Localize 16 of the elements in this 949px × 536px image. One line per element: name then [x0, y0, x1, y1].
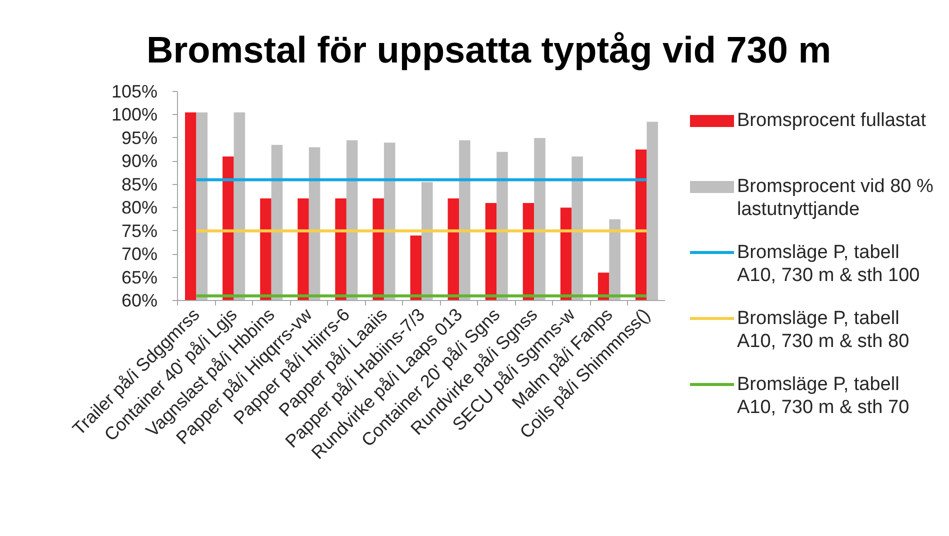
legend-label: Bromsläge P, tabell A10, 730 m & sth 100	[737, 241, 920, 287]
y-tick-label: 70%	[121, 244, 158, 264]
y-tick-label: 85%	[121, 174, 158, 194]
chart-title: Bromstal för uppsatta typtåg vid 730 m	[146, 30, 832, 70]
legend-label: Bromsläge P, tabell A10, 730 m & sth 70	[737, 373, 910, 419]
y-tick-label: 65%	[121, 267, 158, 288]
y-tick-label: 75%	[121, 220, 158, 241]
y-tick-label: 80%	[121, 198, 158, 218]
y-tick-label: 95%	[121, 128, 158, 148]
legend-label: Bromsprocent vid 80 % lastutnyttjande	[737, 175, 934, 221]
y-tick-label: 90%	[121, 151, 158, 172]
y-tick-label: 100%	[111, 104, 158, 125]
legend-label: Bromsprocent fullastat	[737, 109, 926, 132]
y-tick-label: 105%	[111, 82, 158, 102]
legend-label: Bromsläge P, tabell A10, 730 m & sth 80	[737, 307, 910, 353]
y-tick-label: 60%	[121, 290, 158, 310]
